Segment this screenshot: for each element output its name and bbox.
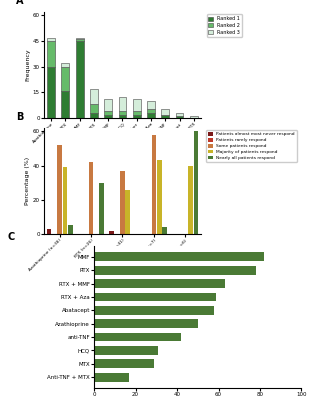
Bar — [94, 373, 129, 382]
Bar — [147, 110, 155, 113]
Bar — [57, 145, 62, 234]
Text: B: B — [16, 112, 23, 122]
Bar — [94, 360, 154, 368]
Bar — [76, 41, 84, 118]
Bar — [133, 114, 141, 118]
Bar — [152, 135, 156, 234]
Bar — [76, 39, 84, 41]
Bar — [94, 252, 264, 261]
Bar — [104, 114, 112, 118]
Bar — [47, 41, 55, 67]
Bar — [133, 111, 141, 114]
Bar — [47, 67, 55, 118]
Bar — [190, 116, 198, 118]
Bar — [89, 162, 93, 234]
Legend: Patients almost most never respond, Patients rarely respond, Some patients respo: Patients almost most never respond, Pati… — [206, 130, 296, 162]
Bar — [104, 111, 112, 114]
Bar — [194, 132, 198, 234]
Bar — [76, 38, 84, 39]
Bar — [94, 266, 256, 274]
Bar — [119, 98, 126, 111]
Bar — [161, 110, 169, 114]
Bar — [94, 333, 181, 342]
Bar — [94, 279, 225, 288]
Bar — [119, 114, 126, 118]
Bar — [62, 91, 69, 118]
Bar — [90, 89, 98, 104]
Bar — [94, 346, 159, 355]
Bar — [157, 160, 161, 234]
Bar — [100, 183, 104, 234]
Bar — [119, 111, 126, 114]
Legend: Ranked 1, Ranked 2, Ranked 3: Ranked 1, Ranked 2, Ranked 3 — [207, 14, 242, 37]
Text: A: A — [16, 0, 23, 6]
Bar — [94, 319, 198, 328]
Y-axis label: Percentage (%): Percentage (%) — [25, 157, 30, 205]
Bar — [68, 226, 73, 234]
Bar — [147, 101, 155, 110]
Bar — [63, 167, 67, 234]
Bar — [62, 67, 69, 91]
Bar — [133, 99, 141, 111]
Text: C: C — [7, 232, 14, 242]
Y-axis label: Frequency: Frequency — [25, 49, 30, 81]
Bar — [176, 113, 183, 116]
Bar — [94, 292, 216, 301]
Bar — [161, 114, 169, 118]
Bar — [188, 166, 193, 234]
Bar — [90, 104, 98, 113]
Bar — [47, 38, 55, 41]
Bar — [126, 190, 130, 234]
Bar — [110, 230, 114, 234]
Bar — [62, 63, 69, 67]
Bar — [176, 116, 183, 118]
Bar — [90, 113, 98, 118]
Bar — [147, 113, 155, 118]
Bar — [120, 171, 125, 234]
Bar — [104, 99, 112, 111]
Bar — [94, 306, 214, 315]
Bar — [47, 229, 51, 234]
Bar — [162, 227, 167, 234]
